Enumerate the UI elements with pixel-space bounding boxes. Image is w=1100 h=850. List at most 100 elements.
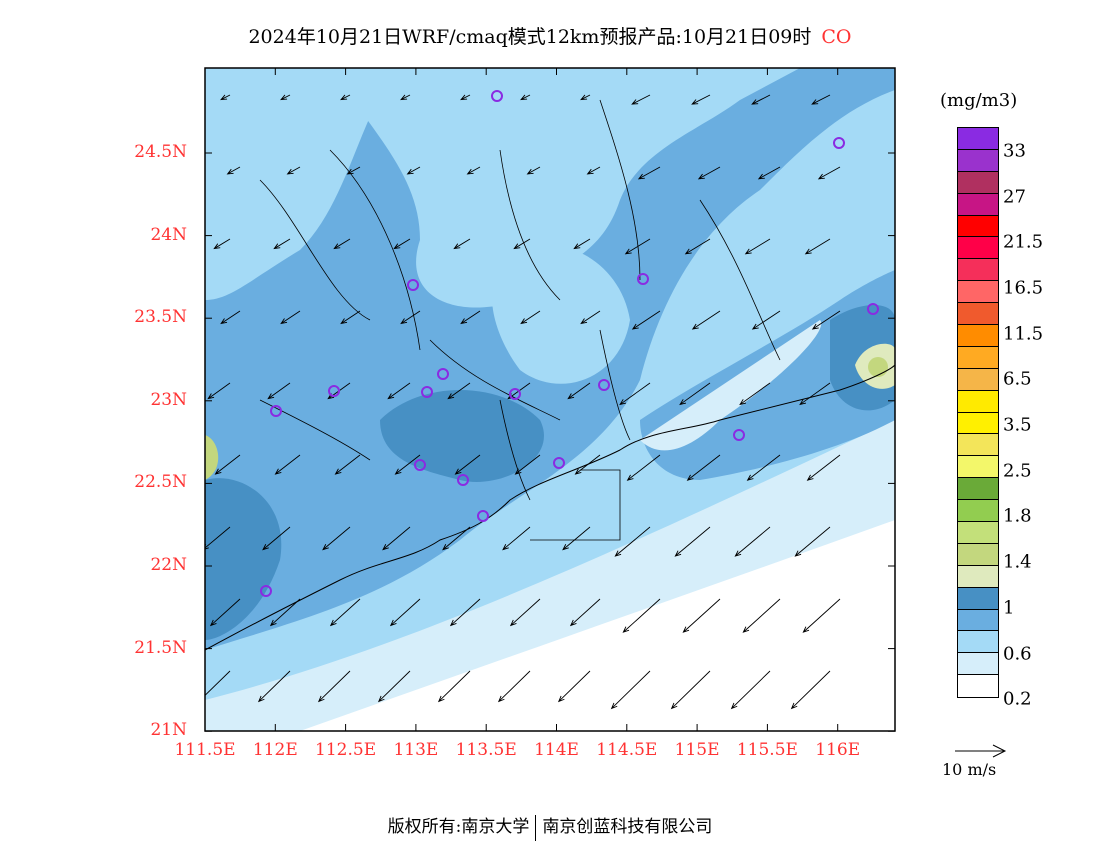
wind-arrow-icon xyxy=(626,454,661,481)
wind-arrow-icon xyxy=(557,670,591,703)
wind-arrow-icon xyxy=(804,238,831,255)
wind-arrow-icon xyxy=(513,238,531,250)
colorbar-bin xyxy=(958,412,998,435)
lon-label: 115.5E xyxy=(736,740,798,760)
wind-arrow-icon xyxy=(751,94,771,105)
lon-label: 113E xyxy=(393,740,439,760)
wind-arrow-icon xyxy=(509,598,541,627)
colorbar-bin xyxy=(958,193,998,216)
wind-arrow-icon xyxy=(497,670,531,703)
wind-arrow-icon xyxy=(317,670,351,703)
wind-arrow-icon xyxy=(562,526,591,551)
station-marker-icon xyxy=(270,405,282,417)
lon-label: 111.5E xyxy=(174,740,236,760)
wind-vectors xyxy=(205,94,841,710)
wind-arrow-icon xyxy=(637,166,661,180)
colorbar-unit: (mg/m3) xyxy=(940,90,1018,111)
wind-arrow-icon xyxy=(214,454,241,475)
wind-arrow-icon xyxy=(466,166,481,175)
wind-arrow-icon xyxy=(610,670,651,710)
colorbar-bin xyxy=(958,653,998,676)
footer-divider xyxy=(535,814,537,841)
title-text: 2024年10月21日WRF/cmaq模式12km预报产品:10月21日09时 xyxy=(248,26,812,48)
colorbar-label: 33 xyxy=(1003,140,1026,162)
station-marker-icon xyxy=(509,388,521,400)
wind-arrow-icon xyxy=(340,310,361,325)
station-marker-icon xyxy=(328,385,340,397)
station-marker-icon xyxy=(637,273,649,285)
lon-label: 114.5E xyxy=(596,740,658,760)
lat-label: 23N xyxy=(150,389,187,410)
colorbar-bin xyxy=(958,522,998,544)
field-clean-south xyxy=(300,520,895,731)
wind-arrow-icon xyxy=(631,94,651,105)
wind-arrow-icon xyxy=(526,166,541,175)
colorbar-bin xyxy=(958,587,998,610)
colorbar-bin xyxy=(958,303,998,326)
wind-arrow-icon xyxy=(269,598,301,627)
colorbar-label: 3.5 xyxy=(1003,414,1032,436)
colorbar-bin xyxy=(958,543,998,566)
wind-arrow-icon xyxy=(442,526,471,551)
wind-arrow-icon xyxy=(744,238,771,255)
colorbar-bin xyxy=(958,675,998,698)
wind-arrow-icon xyxy=(382,526,411,551)
wind-arrow-icon xyxy=(573,238,591,250)
colorbar-label: 0.6 xyxy=(1003,643,1032,665)
boundaries xyxy=(259,99,781,541)
field-light-band xyxy=(640,320,822,451)
wind-arrow-icon xyxy=(806,454,841,481)
wind-arrow-icon xyxy=(742,598,781,633)
colorbar-bin xyxy=(958,368,998,391)
company-text: 南京创蓝科技有限公司 xyxy=(542,817,713,837)
station-marker-icon xyxy=(457,474,469,486)
wind-arrow-icon xyxy=(273,238,291,250)
map-frame xyxy=(204,67,896,732)
wind-arrow-icon xyxy=(207,382,231,400)
colorbar-bin xyxy=(958,171,998,194)
wind-arrow-icon xyxy=(257,670,291,703)
colorbar-bin xyxy=(958,149,998,172)
wind-arrow-icon xyxy=(454,454,481,475)
wind-arrow-icon xyxy=(205,526,231,550)
wind-arrow-icon xyxy=(794,526,831,557)
lon-label: 115E xyxy=(674,740,720,760)
colorbar-label: 1.4 xyxy=(1003,551,1032,573)
wind-arrow-icon xyxy=(679,382,711,406)
colorbar-bin xyxy=(958,434,998,457)
wind-arrow-icon xyxy=(686,454,721,481)
lat-label: 21.5N xyxy=(134,637,187,658)
wind-arrow-icon xyxy=(209,598,241,627)
wind-arrow-icon xyxy=(739,382,771,406)
colorbar-bin xyxy=(958,346,998,369)
wind-arrow-icon xyxy=(757,166,781,180)
wind-arrow-icon xyxy=(437,670,471,703)
wind-arrow-icon xyxy=(817,166,841,180)
wind-arrow-icon xyxy=(682,598,721,633)
lat-label: 22N xyxy=(150,555,187,575)
wind-arrow-icon xyxy=(226,166,241,175)
lon-label: 116E xyxy=(815,740,861,760)
wind-arrow-icon xyxy=(394,454,421,475)
field-light-north xyxy=(330,68,800,308)
wind-arrow-icon xyxy=(811,310,841,330)
wind-arrow-icon xyxy=(346,166,361,175)
wind-arrow-icon xyxy=(691,94,711,105)
colorbar-label: 2.5 xyxy=(1003,460,1032,482)
wind-arrow-icon xyxy=(520,94,531,101)
chart-title: 2024年10月21日WRF/cmaq模式12km预报产品:10月21日09时 C… xyxy=(0,22,1100,49)
station-marker-icon xyxy=(414,459,426,471)
colorbar-label: 6.5 xyxy=(1003,368,1032,390)
wind-arrow-icon xyxy=(802,598,841,633)
wind-arrow-icon xyxy=(377,670,411,703)
reference-arrow-icon xyxy=(955,744,1007,758)
wind-arrow-icon xyxy=(631,310,661,330)
colorbar-bin xyxy=(958,215,998,238)
station-marker-icon xyxy=(477,510,489,522)
colorbar-bin xyxy=(958,631,998,654)
wind-arrow-icon xyxy=(502,526,531,551)
wind-arrow-icon xyxy=(449,598,481,627)
wind-arrow-icon xyxy=(220,94,231,101)
station-marker-icon xyxy=(491,90,503,102)
wind-arrow-icon xyxy=(205,670,231,697)
